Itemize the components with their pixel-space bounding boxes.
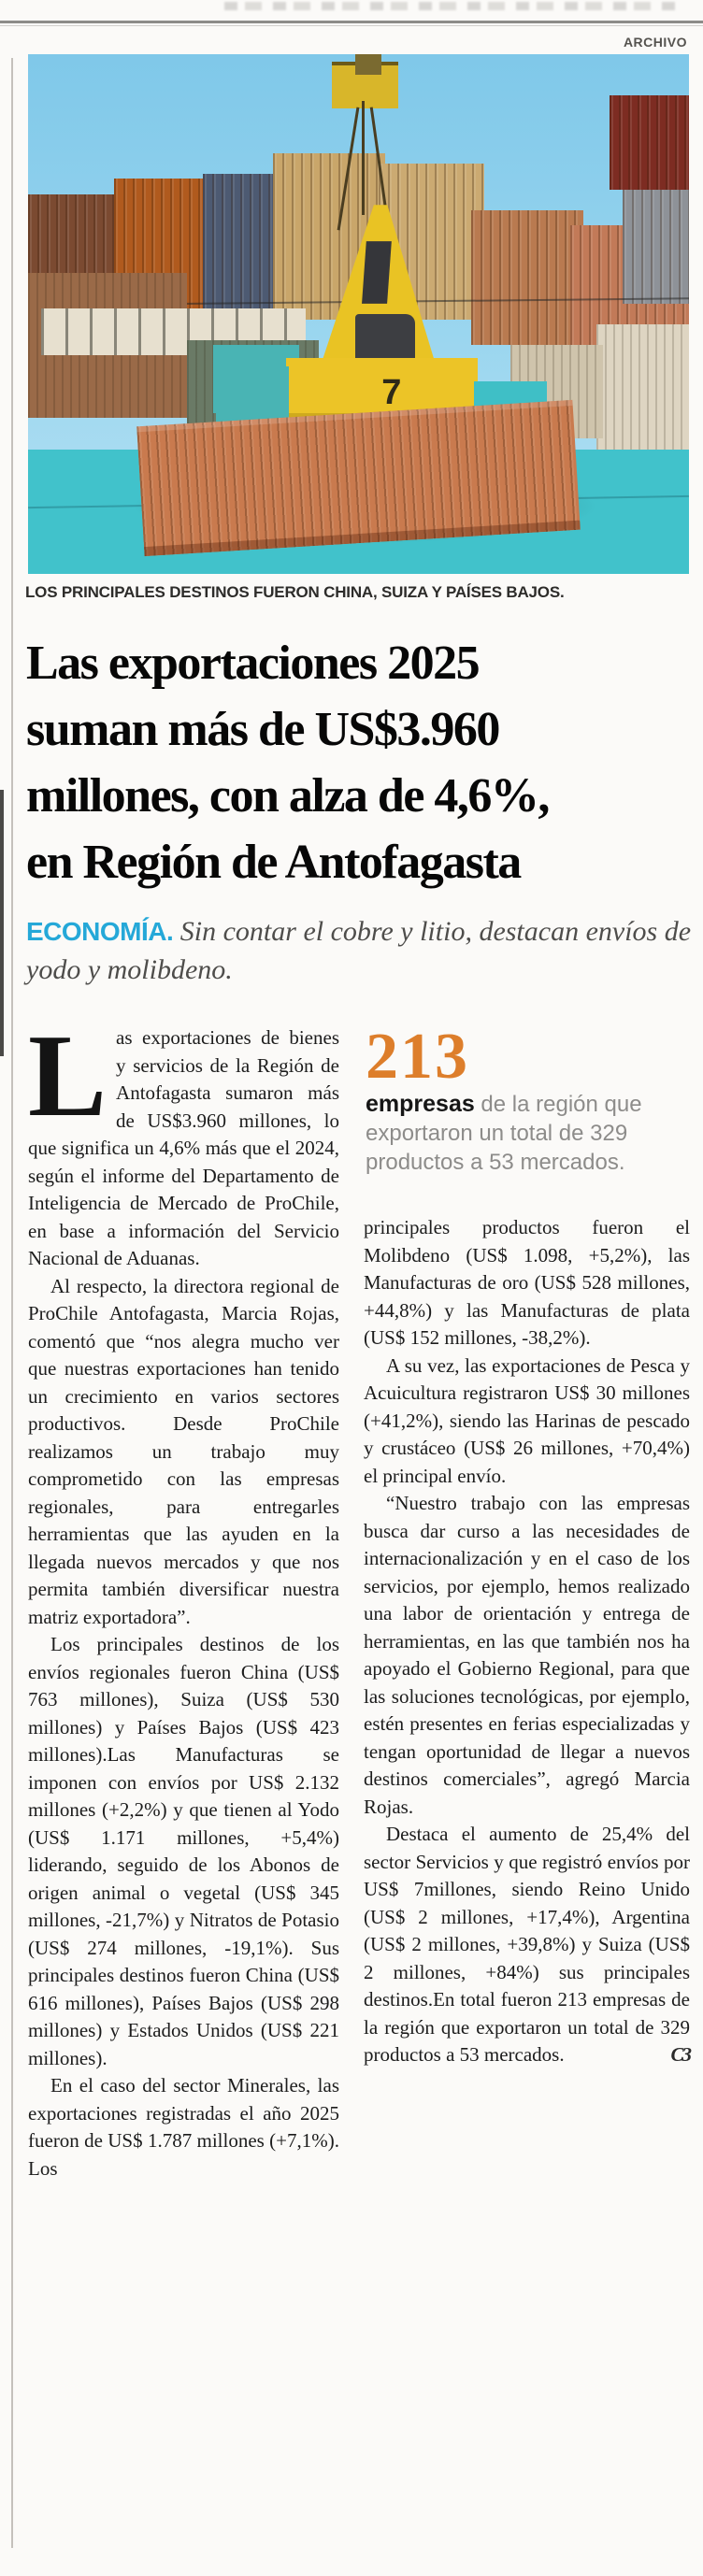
scan-edge-artifact xyxy=(0,790,4,1056)
hanging-container xyxy=(136,399,581,556)
crane-cable xyxy=(362,101,366,216)
top-rule xyxy=(0,21,703,23)
stat-keyword: empresas xyxy=(366,1091,475,1117)
spreader-teal-end xyxy=(216,365,290,423)
paragraph: A su vez, las exportaciones de Pesca y A… xyxy=(364,1353,690,1487)
pier-structure xyxy=(596,324,689,450)
paragraph: Destaca el aumento de 25,4% del sector S… xyxy=(364,1821,692,2069)
paragraph: principales productos fueron el Molibden… xyxy=(364,1216,690,1349)
kicker-text: Sin contar el cobre y litio, destacan en… xyxy=(26,916,692,985)
paragraph: En el caso del sector Minerales, las exp… xyxy=(28,2074,339,2180)
stat-description: de la región que exportaron un total de … xyxy=(366,1092,642,1175)
paragraph-text: Destaca el aumento de 25,4% del sector S… xyxy=(364,1823,690,2066)
paragraph: Al respecto, la directora regional de Pr… xyxy=(28,1274,339,1628)
column-right: 213 empresas de la región que exportaron… xyxy=(364,1024,692,2182)
container-stack xyxy=(623,189,689,304)
headline-line: en Región de Antofagasta xyxy=(26,836,522,889)
stat-number: 213 xyxy=(366,1021,469,1093)
container-stack xyxy=(610,95,689,190)
stat-text: empresas de la región que exportaron un … xyxy=(366,1090,690,1177)
kicker: ECONOMÍA. Sin contar el cobre y litio, d… xyxy=(26,912,694,989)
page-edge-artifact xyxy=(224,2,679,10)
article-end-mark: C3 xyxy=(670,2043,691,2066)
paragraph: Los principales destinos de los envíos r… xyxy=(28,1633,339,2069)
headline: Las exportaciones 2025 suman más de US$3… xyxy=(26,630,694,895)
container-stack xyxy=(203,173,277,320)
crane-hook xyxy=(354,54,382,76)
article-photo: 7 xyxy=(28,54,689,574)
photo-caption: LOS PRINCIPALES DESTINOS FUERON CHINA, S… xyxy=(25,583,565,601)
column-rule xyxy=(11,58,13,2548)
paragraph-text: as exportaciones de bienes y servicios d… xyxy=(28,1026,339,1269)
top-rule-shadow xyxy=(0,25,703,26)
section-label: ECONOMÍA. xyxy=(26,917,174,946)
headline-line: millones, con alza de 4,6%, xyxy=(26,769,550,823)
container-stack xyxy=(470,209,583,346)
spreader-number-label: 7 xyxy=(381,372,402,412)
spreader-window xyxy=(362,241,392,304)
headline-line: suman más de US$3.960 xyxy=(26,703,500,756)
spreader-cab xyxy=(354,314,415,366)
headline-line: Las exportaciones 2025 xyxy=(26,637,481,690)
photo-credit: ARCHIVO xyxy=(623,35,687,50)
paragraph: “Nuestro trabajo con las empresas busca … xyxy=(364,1492,690,1818)
stat-block: 213 empresas de la región que exportaron… xyxy=(366,1024,690,1177)
drop-cap: L xyxy=(28,1011,108,1141)
